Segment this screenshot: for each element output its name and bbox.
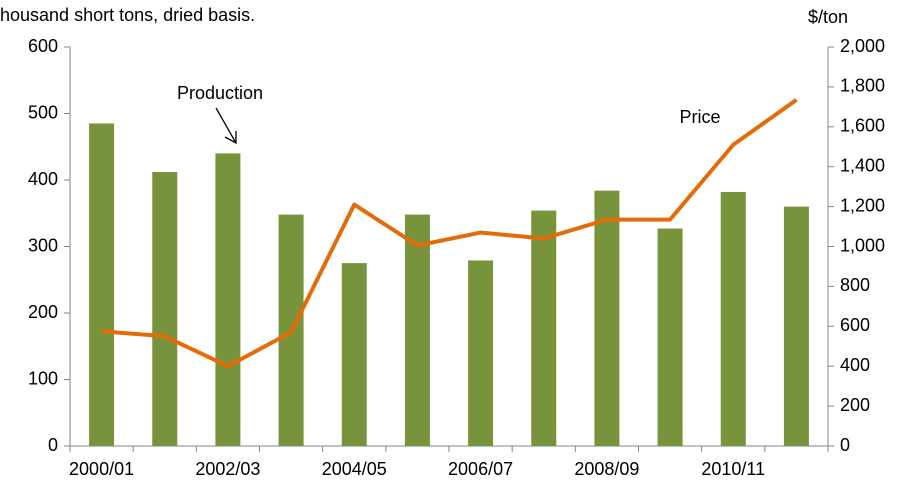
bar — [594, 190, 620, 446]
y2-tick-label: 1,000 — [840, 235, 885, 255]
y2-tick-label: 1,400 — [840, 155, 885, 175]
y-tick-label: 500 — [28, 102, 58, 122]
bar — [657, 228, 683, 446]
y2-tick-label: 800 — [840, 275, 870, 295]
bar — [468, 260, 494, 446]
y2-tick-label: 2,000 — [840, 36, 885, 56]
bar — [531, 210, 557, 446]
x-tick-label: 2004/05 — [322, 459, 387, 479]
x-tick-label: 2008/09 — [574, 459, 639, 479]
y-tick-label: 0 — [48, 435, 58, 455]
y-tick-label: 300 — [28, 235, 58, 255]
y2-axis-label: $/ton — [808, 7, 848, 27]
annotation: Production — [177, 83, 263, 103]
y2-tick-label: 1,600 — [840, 116, 885, 136]
y-tick-label: 100 — [28, 368, 58, 388]
x-tick-label: 2010/11 — [701, 459, 765, 479]
chart-title: housand short tons, dried basis. — [0, 5, 255, 25]
y2-tick-label: 200 — [840, 395, 870, 415]
x-tick-label: 2000/01 — [69, 459, 134, 479]
y-tick-label: 200 — [28, 302, 58, 322]
bar — [404, 214, 430, 446]
y2-tick-label: 1,800 — [840, 76, 885, 96]
y2-tick-label: 1,200 — [840, 195, 885, 215]
x-tick-label: 2002/03 — [195, 459, 260, 479]
bar — [152, 172, 178, 446]
annotation-arrow — [215, 107, 237, 145]
annotation: Price — [679, 107, 720, 127]
bar — [720, 191, 746, 446]
y2-tick-label: 400 — [840, 355, 870, 375]
bar — [215, 153, 241, 446]
x-tick-label: 2006/07 — [448, 459, 513, 479]
line — [101, 98, 798, 369]
y-tick-label: 400 — [28, 169, 58, 189]
y2-tick-label: 600 — [840, 315, 870, 335]
bar — [783, 206, 809, 446]
bar — [341, 263, 367, 446]
bar — [89, 123, 115, 446]
y2-tick-label: 0 — [840, 435, 850, 455]
y-tick-label: 600 — [28, 36, 58, 56]
